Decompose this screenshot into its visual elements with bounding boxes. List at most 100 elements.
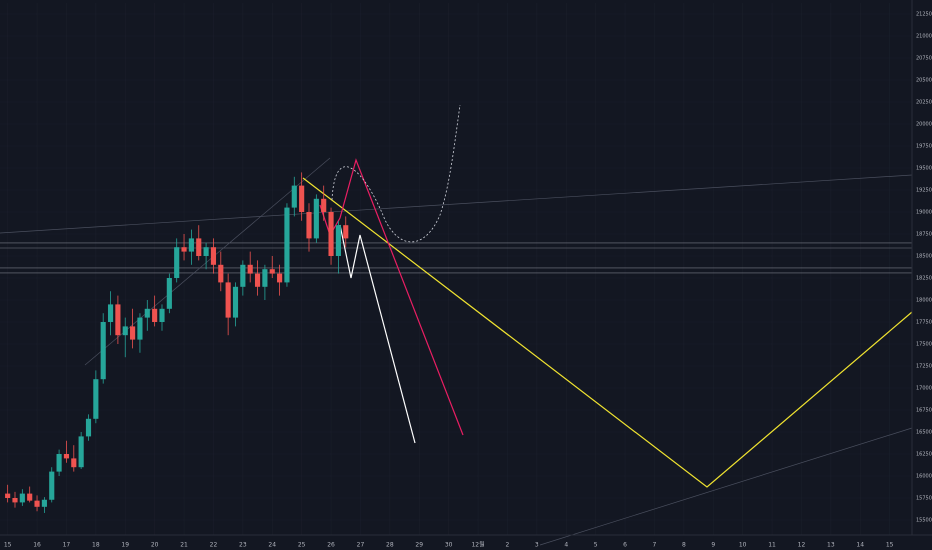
candle-body (299, 185, 305, 212)
y-tick-label: 19000.00 (916, 210, 932, 216)
candle-body (247, 264, 253, 274)
grid (0, 3, 912, 535)
candle-body (159, 308, 165, 322)
x-tick-label: 22 (210, 542, 218, 549)
candle-body (115, 304, 121, 336)
y-tick-label: 15750.00 (916, 496, 932, 502)
y-tick-label: 19750.00 (916, 144, 932, 150)
candle-body (166, 278, 172, 309)
candle-body (313, 198, 319, 239)
candle-body (49, 471, 55, 500)
candle-body (240, 264, 246, 287)
candle-body (188, 238, 194, 252)
candle-body (137, 317, 143, 340)
candle-body (41, 499, 47, 507)
x-tick-label: 13 (827, 542, 835, 549)
x-tick-label: 6 (623, 542, 627, 549)
candle-body (130, 326, 136, 340)
candle-body (19, 493, 25, 503)
y-tick-label: 16750.00 (916, 408, 932, 414)
candle-body (225, 282, 231, 318)
candle-body (85, 418, 92, 437)
candle-body (152, 308, 158, 322)
x-tick-label: 10 (739, 542, 747, 549)
x-tick-label: 14 (856, 542, 864, 549)
y-tick-label: 18500.00 (916, 254, 932, 260)
x-tick-label: 19 (121, 542, 129, 549)
x-tick-label: 20 (151, 542, 159, 549)
x-tick-label: 18 (92, 542, 100, 549)
candle-body (122, 326, 128, 336)
y-tick-label: 20750.00 (916, 56, 932, 62)
x-tick-label: 29 (415, 542, 423, 549)
projection-curve (331, 104, 461, 243)
candle-body (262, 269, 268, 287)
candle-body (218, 264, 224, 283)
candle-body (181, 247, 187, 252)
x-tick-label: 30 (445, 542, 453, 549)
y-tick-label: 17000.00 (916, 386, 932, 392)
x-tick-label: 4 (564, 542, 568, 549)
y-tick-label: 16000.00 (916, 474, 932, 480)
y-tick-label: 18750.00 (916, 232, 932, 238)
y-tick-label: 21250.00 (916, 12, 932, 18)
x-tick-label: 3 (535, 542, 539, 549)
candle-body (343, 225, 349, 239)
candle-body (34, 500, 40, 507)
x-tick-label: 5 (594, 542, 598, 549)
x-tick-label: 24 (268, 542, 276, 549)
candle-body (277, 273, 283, 283)
levels (0, 242, 912, 274)
x-tick-label: 15 (4, 542, 12, 549)
y-tick-label: 19500.00 (916, 166, 932, 172)
x-tick-label: 12 (798, 542, 806, 549)
trend-line (539, 427, 913, 546)
candle-body (71, 458, 77, 468)
x-tick-label: 15 (886, 542, 894, 549)
candle-body (100, 322, 106, 380)
projection-line (339, 224, 416, 444)
y-tick-label: 20250.00 (916, 100, 932, 106)
candle-body (63, 454, 70, 459)
x-tick-label: 27 (357, 542, 365, 549)
y-tick-label: 19250.00 (916, 188, 932, 194)
candle-body (254, 273, 261, 287)
y-tick-label: 17750.00 (916, 320, 932, 326)
x-tick-label: 8 (682, 542, 686, 549)
y-tick-label: 21000.00 (916, 34, 932, 40)
x-tick-label: 11 (768, 542, 776, 549)
trend-line (0, 174, 913, 234)
candle-body (93, 379, 99, 419)
projection-line (319, 158, 464, 436)
x-tick-label: 17 (63, 542, 71, 549)
candle-body (232, 286, 239, 318)
candle-body (335, 225, 341, 256)
candle-body (203, 247, 209, 256)
candle-body (196, 238, 202, 256)
y-tick-label: 16500.00 (916, 430, 932, 436)
candle-body (284, 207, 290, 283)
candle-body (210, 247, 217, 265)
candle-body (5, 493, 11, 498)
candle-body (12, 498, 18, 503)
x-tick-label: 28 (386, 542, 394, 549)
x-tick-label: 21 (180, 542, 188, 549)
x-tick-label: 12월 (471, 541, 484, 549)
x-tick-label: 25 (298, 542, 306, 549)
candle-body (27, 493, 33, 501)
candle-body (328, 212, 334, 256)
y-tick-label: 17250.00 (916, 364, 932, 370)
y-tick-label: 17500.00 (916, 342, 932, 348)
candle-body (291, 185, 297, 208)
y-tick-label: 18250.00 (916, 276, 932, 282)
y-tick-label: 20000.00 (916, 122, 932, 128)
candle-body (56, 454, 62, 472)
candle-body (321, 198, 327, 212)
x-tick-label: 2 (506, 542, 510, 549)
x-tick-label: 9 (711, 542, 715, 549)
candle-body (174, 247, 180, 278)
